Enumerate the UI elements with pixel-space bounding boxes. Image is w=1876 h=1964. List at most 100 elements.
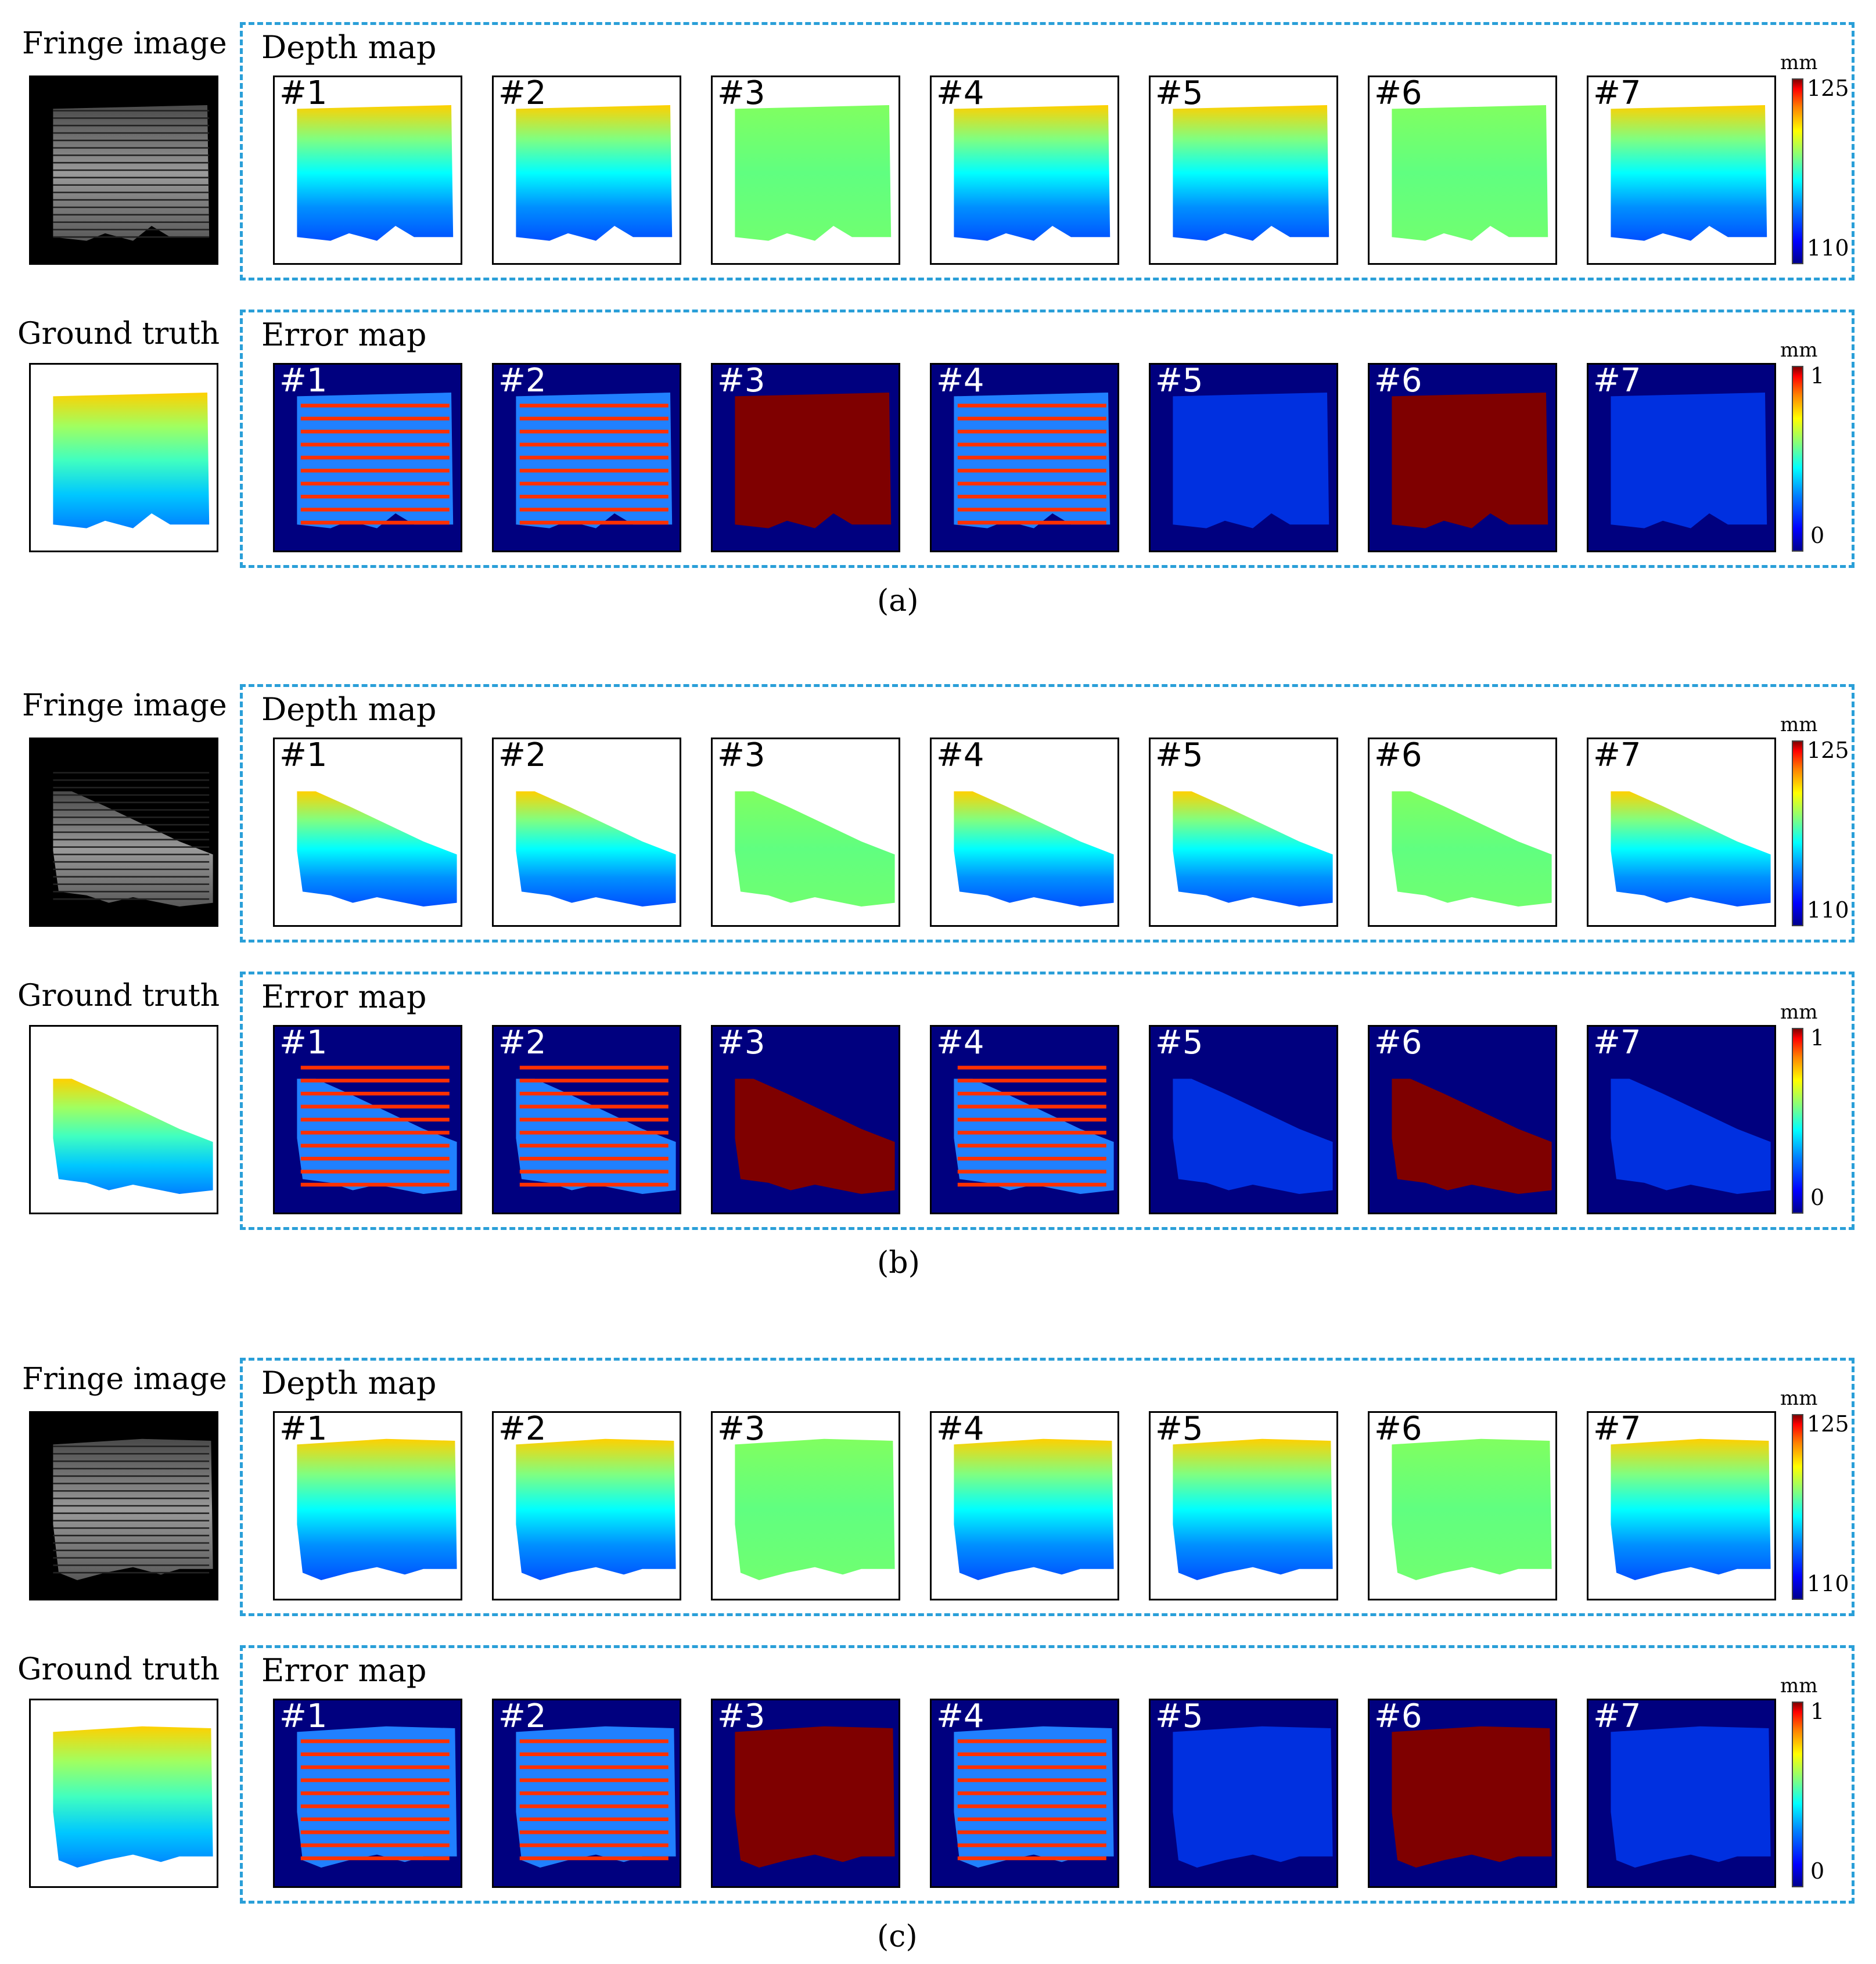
error-svg: [297, 1726, 457, 1868]
method-label: #2: [498, 1411, 547, 1448]
method-label: #3: [717, 1025, 766, 1062]
depth-svg: [1611, 791, 1771, 907]
method-label: #2: [498, 1699, 547, 1735]
panel-a-depth-map-7: #7: [1587, 75, 1776, 265]
panel-b-depth-map-3: #3: [711, 738, 900, 927]
panel-b-ground-truth-svg: [53, 1078, 213, 1194]
error-svg: [516, 393, 673, 528]
panel-a-fringe-image: [29, 75, 218, 265]
error-svg: [1611, 393, 1767, 528]
method-label: #5: [1155, 1699, 1203, 1735]
object-silhouette: [53, 1726, 213, 1868]
depth-surface: [735, 105, 892, 241]
object-silhouette: [53, 791, 213, 907]
panel-a-error-colorbar-min: 0: [1810, 523, 1825, 548]
error-surface: [1173, 393, 1329, 528]
depth-svg: [954, 1438, 1114, 1580]
panel-c-ground-truth-label: Ground truth: [17, 1652, 220, 1687]
method-label: #3: [717, 1699, 766, 1735]
panel-c-error-map-box: [240, 1645, 1855, 1904]
error-svg: [1173, 1078, 1333, 1194]
panel-a-depth-colorbar-max: 125: [1807, 75, 1849, 101]
method-label: #3: [717, 1411, 766, 1448]
method-label: #2: [498, 363, 547, 400]
panel-b-ground-truth-image: [29, 1025, 218, 1214]
method-label: #2: [498, 738, 547, 774]
depth-svg: [1173, 791, 1333, 907]
depth-surface: [954, 1438, 1114, 1580]
panel-b-error-map-1: #1: [273, 1025, 462, 1214]
panel-c-depth-map-2: #2: [492, 1411, 681, 1600]
panel-c-error-colorbar-max: 1: [1810, 1699, 1825, 1724]
panel-a-error-colorbar-unit: mm: [1780, 339, 1818, 362]
depth-svg: [735, 791, 895, 907]
method-label: #6: [1374, 75, 1422, 112]
panel-c-error-map-3: #3: [711, 1699, 900, 1888]
error-surface: [1611, 393, 1767, 528]
panel-c-depth-map-5: #5: [1149, 1411, 1338, 1600]
panel-a-error-map-5: #5: [1149, 363, 1338, 552]
panel-c-depth-colorbar: [1792, 1414, 1803, 1600]
panel-b-error-map-3: #3: [711, 1025, 900, 1214]
panel-a-depth-map-3: #3: [711, 75, 900, 265]
panel-c-fringe-image: [29, 1411, 218, 1600]
depth-surface: [516, 105, 673, 241]
panel-a-fringe-svg: [53, 105, 210, 241]
error-svg: [1173, 393, 1329, 528]
panel-b-error-map-7: #7: [1587, 1025, 1776, 1214]
method-label: #7: [1593, 75, 1641, 112]
error-svg: [297, 393, 454, 528]
depth-surface: [516, 1438, 676, 1580]
depth-surface: [1392, 1438, 1552, 1580]
object-silhouette: [53, 1078, 213, 1194]
error-surface: [1173, 1726, 1333, 1868]
depth-svg: [1392, 1438, 1552, 1580]
depth-svg: [735, 105, 892, 241]
panel-c-depth-colorbar-unit: mm: [1780, 1387, 1818, 1410]
depth-surface: [1173, 105, 1329, 241]
error-surface: [1392, 393, 1548, 528]
method-label: #4: [936, 75, 984, 112]
error-svg: [516, 1066, 676, 1194]
panel-c-depth-map-box: [240, 1358, 1855, 1616]
error-surface: [954, 1078, 1114, 1194]
method-label: #5: [1155, 1025, 1203, 1062]
panel-c-error-colorbar: [1792, 1702, 1803, 1887]
depth-svg: [1392, 105, 1548, 241]
method-label: #7: [1593, 1411, 1641, 1448]
panel-a-depth-colorbar: [1792, 78, 1803, 264]
panel-b-fringe-label: Fringe image: [22, 688, 227, 723]
error-svg: [954, 1066, 1114, 1194]
panel-c-error-map-title: Error map: [261, 1652, 427, 1689]
panel-b-depth-map-2: #2: [492, 738, 681, 927]
method-label: #7: [1593, 363, 1641, 400]
error-svg: [1392, 1078, 1552, 1194]
method-label: #5: [1155, 75, 1203, 112]
method-label: #6: [1374, 363, 1422, 400]
method-label: #4: [936, 1025, 984, 1062]
panel-a-depth-map-box: [240, 22, 1855, 280]
depth-surface: [1392, 791, 1552, 907]
method-label: #7: [1593, 738, 1641, 774]
error-surface: [735, 393, 892, 528]
method-label: #4: [936, 1699, 984, 1735]
panel-c-depth-map-4: #4: [930, 1411, 1119, 1600]
depth-svg: [297, 105, 454, 241]
depth-surface: [1173, 1438, 1333, 1580]
method-label: #4: [936, 738, 984, 774]
panel-b-depth-map-5: #5: [1149, 738, 1338, 927]
method-label: #3: [717, 75, 766, 112]
panel-c-error-colorbar-unit: mm: [1780, 1674, 1818, 1697]
panel-a-error-map-6: #6: [1368, 363, 1557, 552]
depth-surface: [954, 791, 1114, 907]
panel-a-fringe-label: Fringe image: [22, 26, 227, 61]
panel-c-depth-map-7: #7: [1587, 1411, 1776, 1600]
method-label: #6: [1374, 1025, 1422, 1062]
panel-c-depth-map-1: #1: [273, 1411, 462, 1600]
panel-b-error-colorbar-unit: mm: [1780, 1001, 1818, 1024]
error-svg: [1611, 1078, 1771, 1194]
panel-c-error-map-2: #2: [492, 1699, 681, 1888]
panel-b-depth-map-title: Depth map: [261, 691, 437, 728]
panel-a-error-map-3: #3: [711, 363, 900, 552]
method-label: #5: [1155, 738, 1203, 774]
